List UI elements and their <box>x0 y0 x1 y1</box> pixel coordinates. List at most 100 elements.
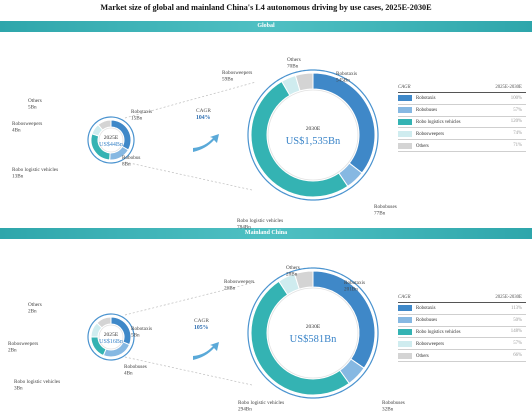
china-2025-inner-disc <box>98 324 124 350</box>
china-cagr-value: 105% <box>194 325 209 331</box>
swatch-robobuses <box>398 317 412 324</box>
swatch-robo-logistics <box>398 328 412 335</box>
cagr-table-global: CAGR 2025E-2030E Robotaxis 100% Robobuse… <box>398 83 526 152</box>
table-head-cagr: CAGR <box>398 293 484 303</box>
global-2025-label-robo_logistic-value: 13Bn <box>12 174 24 180</box>
global-2025-outer-ring <box>87 116 135 164</box>
global-cagr-value: 104% <box>196 115 211 121</box>
china-2030-label-robotaxis-name: Robotaxis <box>344 280 365 286</box>
legend-others: Others <box>398 139 484 152</box>
table-head-cagr: CAGR <box>398 83 484 93</box>
china-2025-label-robobuses-value: 4Bn <box>124 371 133 377</box>
china-cagr-arrow-icon <box>193 342 219 360</box>
china-2025-slice-others <box>96 316 112 329</box>
global-2030-label-robotaxis-name: Robotaxis <box>336 71 357 77</box>
global-2025-inner-disc <box>98 127 124 153</box>
global-cagr-label: CAGR <box>196 108 211 114</box>
cagr-value: 57% <box>483 104 526 117</box>
global-2025-label-robobuses-value: 8Bn <box>122 162 131 168</box>
global-2030-label-robobuses-value: 77Bn <box>374 211 386 217</box>
global-connector-1 <box>124 161 253 191</box>
china-2030-label-others-value: 28Bn <box>286 272 298 278</box>
china-2030-label-robobuses-name: Robobuses <box>382 400 405 406</box>
china-2030-label-others-name: Others <box>286 265 300 271</box>
table-head-period: 2025E-2030E <box>483 293 526 303</box>
china-2030-slice-others <box>293 270 314 290</box>
china-2030-label-robosweepers-value: 26Bn <box>224 286 236 292</box>
global-2025-total: US$44Bn <box>99 141 123 148</box>
china-2030-inner-disc <box>267 287 359 379</box>
global-2030-label-robosweepers-name: Robosweepers <box>222 70 252 76</box>
cagr-value: 57% <box>483 337 526 351</box>
swatch-others <box>398 142 412 149</box>
china-2025-label-robotaxis-value: 5Bn <box>131 333 140 339</box>
cagr-value: 74% <box>483 127 526 141</box>
china-2025-total: US$16Bn <box>99 338 123 345</box>
swatch-robotaxis <box>398 305 412 312</box>
cagr-value: 66% <box>483 349 526 362</box>
global-2025-label-robosweepers-value: 4Bn <box>12 128 21 134</box>
china-2030-outer-ring <box>247 267 379 399</box>
global-2030-total: US$1,535Bn <box>286 136 341 147</box>
legend-robosweepers: Robosweepers <box>398 127 484 141</box>
china-2030-year: 2030E <box>306 324 321 330</box>
legend-robotaxis: Robotaxis <box>398 92 484 105</box>
china-2030-label-robobuses-value: 32Bn <box>382 407 394 413</box>
global-2030-label-robo_logistic-name: Robo logistic vehicles <box>237 218 283 224</box>
global-connector-0 <box>124 81 257 119</box>
china-2030-total: US$581Bn <box>290 334 337 345</box>
global-2025-label-others-value: 5Bn <box>28 105 37 111</box>
global-cagr-arrow-icon <box>193 134 219 152</box>
china-2025-label-robobuses-name: Robobuses <box>124 364 147 370</box>
global-2030-label-others-value: 70Bn <box>287 64 299 70</box>
global-2030-outer-ring <box>247 69 379 201</box>
page-title: Market size of global and mainland China… <box>100 3 432 12</box>
global-2025-label-robotaxis-value: 15Bn <box>131 116 143 122</box>
china-2025-year: 2025E <box>104 332 119 338</box>
cagr-value: 100% <box>483 92 526 105</box>
section-band-global: Global <box>0 21 532 32</box>
swatch-robobuses <box>398 107 412 114</box>
swatch-robotaxis <box>398 95 412 102</box>
cagr-value: 113% <box>483 302 526 315</box>
china-2025-label-others-value: 2Bn <box>28 309 37 315</box>
china-2030-label-robo_logistic-value: 294Bn <box>238 407 252 413</box>
legend-robo-logistics: Robo logistics vehicles <box>398 116 484 129</box>
global-2030-slice-others <box>294 72 314 92</box>
legend-robo-logistics: Robo logistics vehicles <box>398 326 484 339</box>
cagr-table-mainland-china: CAGR 2025E-2030E Robotaxis 113% Robobuse… <box>398 293 526 362</box>
china-2025-label-robotaxis-name: Robotaxis <box>131 326 152 332</box>
global-2025-label-robotaxis-name: Robotaxis <box>131 109 152 115</box>
table-head-period: 2025E-2030E <box>483 83 526 93</box>
swatch-robo-logistics <box>398 118 412 125</box>
china-connector-0 <box>124 281 257 316</box>
legend-robotaxis: Robotaxis <box>398 302 484 315</box>
global-2025-year: 2025E <box>104 135 119 141</box>
global-2030-label-robobuses-name: Robobuses <box>374 204 397 210</box>
china-2025-label-robosweepers-value: 2Bn <box>8 348 17 354</box>
china-2030-slice-robo_logistic <box>250 280 350 396</box>
legend-others: Others <box>398 349 484 362</box>
cagr-value: 120% <box>483 116 526 129</box>
global-2030-label-robosweepers-value: 59Bn <box>222 77 234 83</box>
legend-robobuses: Robobuses <box>398 104 484 117</box>
global-2030-year: 2030E <box>306 126 321 132</box>
china-2030-label-robosweepers-name: Robosweepers <box>224 279 254 285</box>
legend-robobuses: Robobuses <box>398 314 484 327</box>
cagr-value: 71% <box>483 139 526 152</box>
global-2030-label-others-name: Others <box>287 57 301 63</box>
global-2025-label-others-name: Others <box>28 98 42 104</box>
china-connector-1 <box>124 356 253 386</box>
swatch-robosweepers <box>398 130 412 137</box>
global-2025-label-robosweepers-name: Robosweepers <box>12 121 42 127</box>
section-band-mainland-china: Mainland China <box>0 228 532 239</box>
cagr-value: 148% <box>483 326 526 339</box>
global-2030-label-robo_logistic-value: 784Bn <box>237 225 251 231</box>
cagr-value: 50% <box>483 314 526 327</box>
global-2025-label-robobuses-name: Robobus <box>122 155 140 161</box>
china-2025-label-others-name: Others <box>28 302 42 308</box>
china-2030-label-robo_logistic-name: Robo logistic vehicles <box>238 400 284 406</box>
china-2025-label-robo_logistic-name: Robo logistic vehicles <box>14 379 60 385</box>
global-2025-label-robo_logistic-name: Robo logistic vehicles <box>12 167 58 173</box>
